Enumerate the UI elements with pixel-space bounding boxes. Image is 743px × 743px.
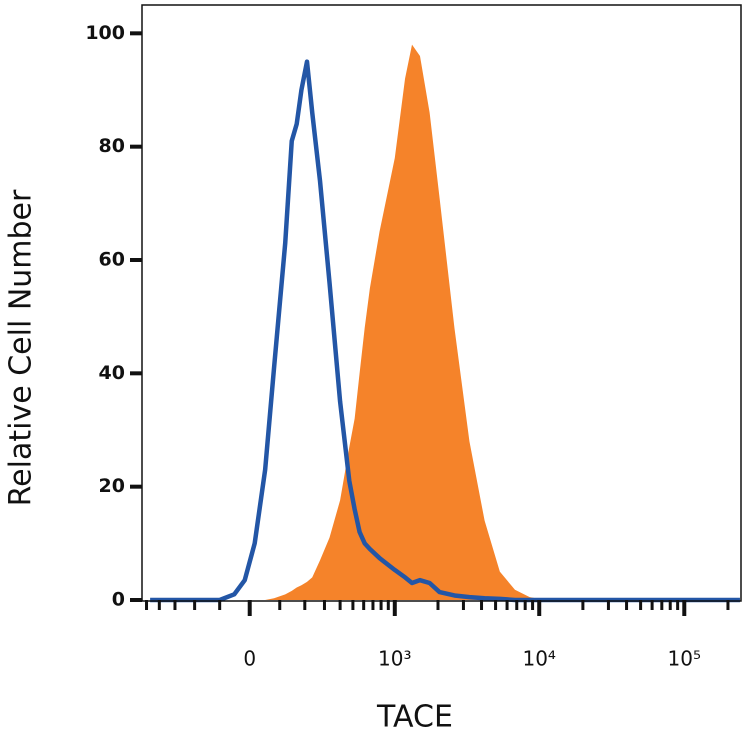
x-axis-title: TACE	[376, 700, 453, 735]
x-tick-label: 10⁵	[668, 647, 701, 671]
histogram-area	[150, 44, 740, 600]
y-tick-label: 60	[99, 249, 125, 271]
x-tick-label: 0	[243, 647, 256, 671]
plot-frame	[141, 4, 742, 602]
y-tick-label: 80	[99, 135, 125, 157]
histogram-line	[150, 59, 740, 603]
y-axis-title: Relative Cell Number	[4, 189, 39, 506]
x-tick-label: 10³	[378, 647, 411, 671]
y-tick-label: 40	[99, 362, 125, 384]
y-tick-label: 20	[99, 475, 125, 497]
y-tick-label: 100	[85, 22, 125, 44]
y-tick-label: 0	[112, 589, 125, 611]
x-tick-label: 10⁴	[522, 647, 555, 671]
